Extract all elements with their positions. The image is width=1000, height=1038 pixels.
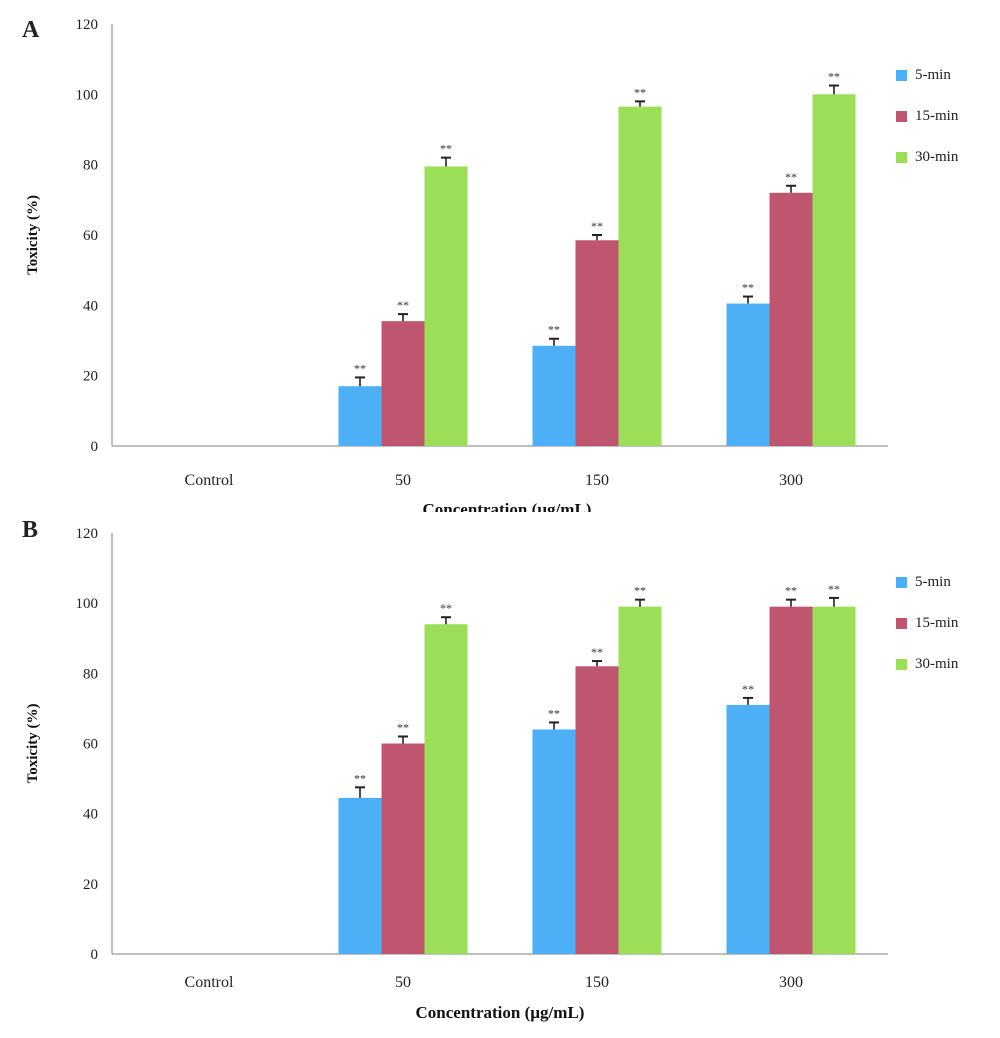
significance-mark-a-5-min-300: **	[742, 281, 754, 295]
legend-item-b-30-min: 30-min	[896, 644, 996, 685]
legend-a: 5-min 15-min 30-min	[896, 55, 996, 178]
y-tick-label-b-20: 20	[83, 877, 98, 893]
bar-b-5-min-50	[338, 797, 382, 954]
y-tick-label-a-20: 20	[83, 369, 98, 385]
bar-b-15-min-150	[575, 666, 619, 954]
legend-b: 5-min 15-min 30-min	[896, 562, 996, 685]
legend-swatch-a-15-min	[896, 111, 907, 122]
bar-a-30-min-300	[812, 94, 856, 446]
legend-label-b-5-min: 5-min	[915, 574, 951, 590]
significance-mark-b-5-min-150: **	[548, 706, 560, 720]
significance-mark-b-5-min-300: **	[742, 682, 754, 696]
x-tick-label-b-150: 150	[585, 974, 609, 991]
bar-b-30-min-50	[424, 624, 468, 954]
x-axis-title-b: Concentration (µg/mL)	[416, 1003, 585, 1022]
bar-a-5-min-300	[726, 303, 770, 446]
legend-item-a-5-min: 5-min	[896, 55, 996, 96]
y-tick-label-b-60: 60	[83, 737, 98, 753]
legend-item-a-30-min: 30-min	[896, 137, 996, 178]
bar-a-5-min-150	[532, 345, 576, 446]
panel-label-b: B	[22, 517, 39, 543]
significance-mark-a-15-min-150: **	[591, 219, 603, 233]
chart-panel-b: B 0 20 40 60 80 100 120 Toxicity (%) Control 50 **…	[0, 512, 1000, 1038]
significance-mark-a-5-min-50: **	[354, 361, 366, 375]
significance-mark-b-15-min-50: **	[397, 720, 409, 734]
legend-label-a-5-min: 5-min	[915, 67, 951, 83]
y-tick-label-b-100: 100	[76, 596, 99, 612]
panel-label-a: A	[22, 17, 40, 43]
legend-label-b-30-min: 30-min	[915, 656, 959, 672]
y-tick-label-a-100: 100	[76, 87, 99, 103]
significance-mark-a-15-min-300: **	[785, 170, 797, 184]
significance-mark-b-5-min-50: **	[354, 771, 366, 785]
bar-b-30-min-300	[812, 606, 856, 954]
significance-mark-a-30-min-150: **	[634, 85, 646, 99]
legend-label-a-30-min: 30-min	[915, 149, 959, 165]
significance-mark-b-30-min-50: **	[440, 601, 452, 615]
significance-mark-b-30-min-300: **	[828, 582, 840, 596]
bar-a-15-min-150	[575, 240, 619, 446]
y-tick-label-a-120: 120	[76, 17, 99, 33]
bar-a-15-min-300	[769, 192, 813, 446]
y-tick-label-b-120: 120	[76, 526, 99, 542]
x-axis-title-a: Concentration (µg/mL)	[423, 500, 592, 512]
bar-a-30-min-50	[424, 166, 468, 447]
x-tick-label-a-150: 150	[585, 472, 609, 489]
bar-b-5-min-150	[532, 729, 576, 954]
y-tick-label-a-60: 60	[83, 228, 98, 244]
legend-swatch-b-15-min	[896, 618, 907, 629]
y-tick-label-b-80: 80	[83, 666, 98, 682]
legend-swatch-a-5-min	[896, 70, 907, 81]
legend-item-a-15-min: 15-min	[896, 96, 996, 137]
significance-mark-b-15-min-150: **	[591, 645, 603, 659]
legend-swatch-a-30-min	[896, 152, 907, 163]
x-tick-label-a-Control: Control	[185, 472, 234, 489]
significance-mark-b-30-min-150: **	[634, 584, 646, 598]
bar-b-15-min-50	[381, 743, 425, 954]
legend-item-b-5-min: 5-min	[896, 562, 996, 603]
x-tick-label-a-50: 50	[395, 472, 411, 489]
significance-mark-b-15-min-300: **	[785, 584, 797, 598]
legend-label-b-15-min: 15-min	[915, 615, 959, 631]
x-tick-label-b-50: 50	[395, 974, 411, 991]
significance-mark-a-30-min-300: **	[828, 70, 840, 84]
x-tick-label-b-Control: Control	[185, 974, 234, 991]
legend-swatch-b-5-min	[896, 577, 907, 588]
x-tick-label-a-300: 300	[779, 472, 803, 489]
bar-chart-a: 0 20 40 60 80 100 120 Toxicity (%) Control 50 ** **…	[25, 17, 888, 512]
y-tick-label-a-40: 40	[83, 298, 98, 314]
x-tick-label-b-300: 300	[779, 974, 803, 991]
y-tick-label-a-80: 80	[83, 158, 98, 174]
bar-chart-b: 0 20 40 60 80 100 120 Toxicity (%) Control 50 ** **…	[25, 526, 888, 1022]
legend-label-a-15-min: 15-min	[915, 108, 959, 124]
chart-panel-a: A 0 20 40 60 80 100 120 Toxicity (%) Control 50 **…	[0, 0, 1000, 512]
significance-mark-a-5-min-150: **	[548, 323, 560, 337]
significance-mark-a-30-min-50: **	[440, 142, 452, 156]
bar-a-15-min-50	[381, 321, 425, 446]
bar-b-5-min-300	[726, 704, 770, 954]
y-axis-title-a: Toxicity (%)	[25, 195, 41, 275]
bar-b-15-min-300	[769, 606, 813, 954]
y-tick-label-b-40: 40	[83, 807, 98, 823]
bar-a-5-min-50	[338, 386, 382, 446]
significance-mark-a-15-min-50: **	[397, 298, 409, 312]
bar-a-30-min-150	[618, 106, 662, 447]
y-tick-label-b-0: 0	[91, 947, 99, 963]
y-tick-label-a-0: 0	[91, 439, 99, 455]
bar-b-30-min-150	[618, 606, 662, 954]
legend-item-b-15-min: 15-min	[896, 603, 996, 644]
legend-swatch-b-30-min	[896, 659, 907, 670]
y-axis-title-b: Toxicity (%)	[25, 704, 41, 784]
